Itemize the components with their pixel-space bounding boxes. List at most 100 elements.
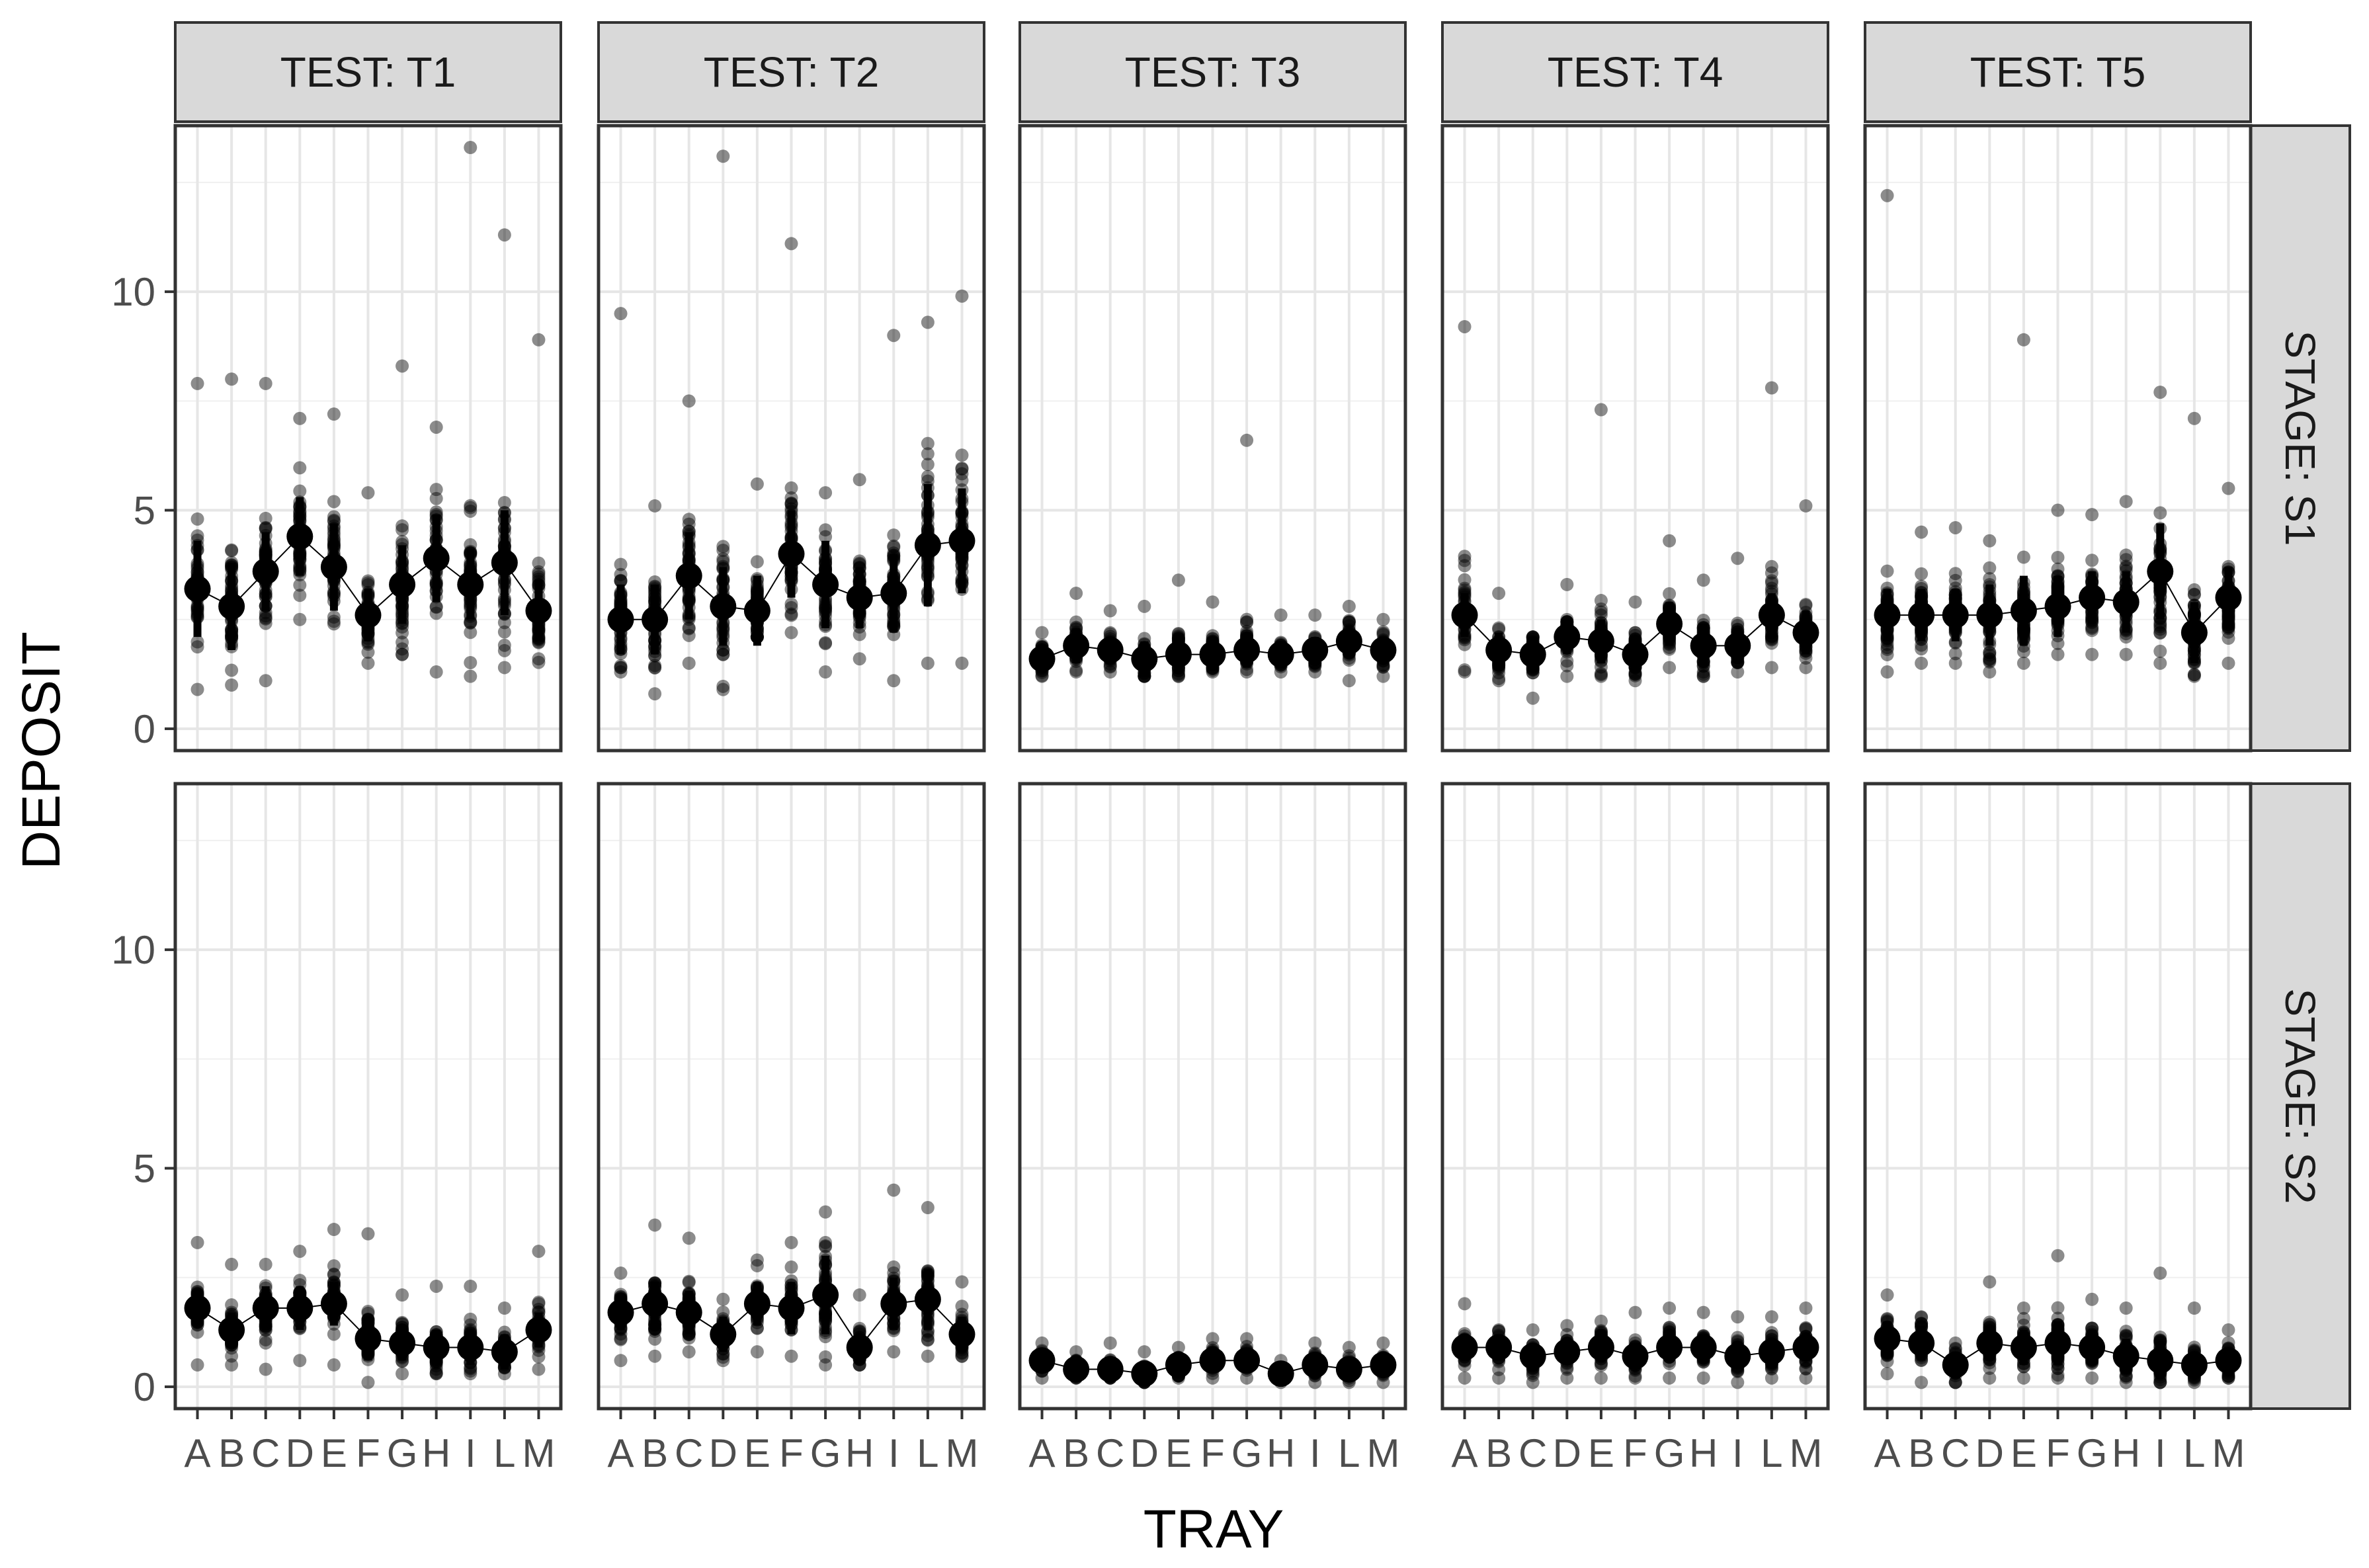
observation-point: [532, 1245, 546, 1259]
observation-point: [259, 521, 272, 535]
mean-point: [320, 554, 347, 581]
mean-point: [1335, 1356, 1362, 1383]
observation-point: [784, 608, 798, 622]
observation-point: [225, 544, 239, 557]
observation-point: [259, 1362, 272, 1376]
mean-point: [948, 1321, 976, 1348]
observation-point: [614, 661, 628, 675]
observation-point: [497, 625, 511, 639]
mean-point: [389, 571, 416, 598]
mean-point: [1097, 637, 1124, 664]
observation-point: [1069, 665, 1083, 679]
panel-border: [597, 124, 986, 753]
observation-point: [2085, 508, 2099, 522]
observation-point: [1799, 499, 1813, 513]
observation-point: [716, 1292, 730, 1306]
observation-point: [682, 1231, 696, 1245]
observation-point: [1240, 612, 1254, 626]
observation-point: [614, 661, 628, 675]
observation-point: [464, 669, 478, 683]
observation-point: [1765, 559, 1778, 573]
observation-point: [648, 1349, 662, 1363]
observation-point: [921, 1349, 935, 1363]
mean-point: [2079, 584, 2106, 611]
mean-point: [1656, 610, 1683, 638]
observation-point: [784, 600, 798, 614]
mean-point: [491, 1339, 518, 1366]
observation-point: [819, 1239, 833, 1253]
observation-point: [259, 609, 272, 623]
observation-point: [614, 557, 628, 571]
y-axis-title: DEPOSIT: [11, 632, 71, 870]
observation-point: [648, 661, 662, 675]
mean-point: [1758, 602, 1785, 629]
observation-point: [1628, 595, 1642, 609]
observation-point: [497, 616, 511, 630]
observation-point: [852, 628, 866, 641]
observation-point: [1103, 665, 1117, 679]
observation-point: [2051, 503, 2065, 517]
observation-point: [1171, 669, 1185, 683]
observation-point: [1376, 1336, 1390, 1350]
observation-point: [190, 635, 204, 649]
observation-point: [887, 674, 901, 688]
observation-point: [955, 656, 969, 670]
mean-point: [914, 532, 941, 559]
observation-point: [784, 607, 798, 621]
observation-point: [955, 467, 969, 481]
observation-point: [852, 1288, 866, 1302]
observation-point: [784, 491, 798, 505]
mean-point: [1587, 628, 1614, 655]
observation-point: [1069, 663, 1083, 677]
observation-point: [190, 529, 204, 543]
observation-point: [497, 228, 511, 242]
mean-point: [1942, 602, 1969, 629]
facet-panel: [1018, 124, 1407, 753]
column-strip: [1441, 21, 1829, 123]
mean-point: [1335, 628, 1362, 655]
observation-point: [2119, 548, 2133, 562]
mean-point: [2147, 558, 2174, 585]
observation-point: [1240, 433, 1254, 447]
mean-point: [423, 1334, 450, 1361]
observation-point: [955, 462, 969, 476]
observation-point: [2016, 645, 2030, 659]
observation-point: [716, 544, 730, 557]
mean-point: [812, 571, 839, 598]
observation-point: [716, 540, 730, 554]
observation-point: [716, 552, 730, 566]
mean-point: [1233, 1347, 1261, 1374]
observation-point: [1948, 567, 1962, 581]
mean-point: [1724, 632, 1751, 659]
observation-point: [614, 574, 628, 588]
observation-point: [259, 511, 272, 525]
mean-point: [286, 523, 313, 550]
mean-point: [880, 580, 907, 607]
observation-point: [190, 682, 204, 696]
mean-point: [607, 606, 634, 633]
observation-point: [852, 556, 866, 570]
observation-point: [2016, 550, 2030, 564]
observation-point: [293, 1354, 307, 1368]
observation-point: [887, 540, 901, 554]
observation-point: [1983, 561, 1997, 575]
observation-point: [532, 652, 546, 666]
observation-point: [2222, 656, 2235, 670]
observation-point: [1103, 1336, 1117, 1350]
column-strip-label: TEST: T1: [280, 48, 456, 96]
observation-point: [2016, 333, 2030, 347]
observation-point: [1594, 668, 1608, 682]
observation-point: [1663, 587, 1677, 600]
observation-point: [429, 600, 443, 614]
observation-point: [921, 315, 935, 329]
observation-point: [750, 1345, 764, 1359]
observation-point: [1342, 674, 1356, 688]
column-strip-label: TEST: T4: [1548, 48, 1724, 96]
mean-point: [1131, 1360, 1158, 1387]
column-strip-label: TEST: T5: [1970, 48, 2146, 96]
observation-point: [819, 1205, 833, 1219]
observation-point: [819, 530, 833, 544]
observation-point: [532, 333, 546, 347]
column-strip-label: TEST: T2: [704, 48, 880, 96]
